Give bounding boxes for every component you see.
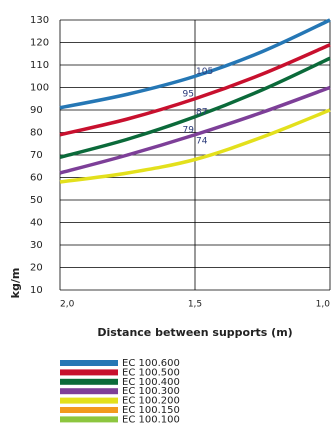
legend-swatch [60, 369, 118, 376]
series-line [59, 18, 331, 110]
legend-swatch [60, 397, 118, 404]
legend-label: EC 100.500 [122, 367, 180, 378]
annotation: 87 [196, 107, 207, 117]
series-line [59, 43, 331, 137]
legend-label: EC 100.100 [122, 414, 180, 425]
legend-swatch [60, 416, 118, 423]
legend-swatch [60, 378, 118, 385]
y-tick-label: 10 [30, 285, 43, 296]
x-tick-label: 1,0 [316, 300, 331, 310]
series-line [59, 56, 331, 159]
annotation: 95 [183, 89, 194, 99]
annotation: 74 [196, 137, 208, 147]
y-tick-label: 60 [30, 173, 43, 184]
legend-swatch [60, 360, 118, 366]
annotation: 105 [196, 67, 213, 77]
y-tick-label: 20 [30, 263, 43, 274]
legend-label: EC 100.300 [122, 386, 180, 397]
legend-label: EC 100.600 [122, 358, 180, 369]
x-tick-label: 2,0 [60, 300, 75, 310]
legend-label: EC 100.150 [122, 405, 180, 416]
legend-label: EC 100.400 [122, 377, 180, 388]
legend-swatch [60, 388, 118, 395]
y-tick-label: 50 [30, 195, 43, 206]
y-tick-label: 70 [30, 150, 43, 161]
legend-label: EC 100.200 [122, 396, 180, 407]
y-tick-label: 130 [30, 15, 49, 26]
y-tick-label: 30 [30, 240, 43, 251]
series-line [59, 85, 331, 175]
y-tick-label: 40 [30, 218, 43, 229]
y-tick-label: 110 [30, 60, 49, 71]
y-tick-label: 80 [30, 128, 43, 139]
legend-swatch [60, 407, 118, 413]
y-tick-label: 120 [30, 38, 49, 49]
y-axis-title: kg/m [9, 268, 22, 299]
y-tick-label: 100 [30, 83, 49, 94]
x-tick-label: 1,5 [188, 300, 202, 310]
annotation: 79 [183, 125, 195, 135]
x-axis-title: Distance between supports (m) [97, 326, 292, 339]
series-line [59, 108, 331, 184]
y-tick-label: 90 [30, 105, 43, 116]
